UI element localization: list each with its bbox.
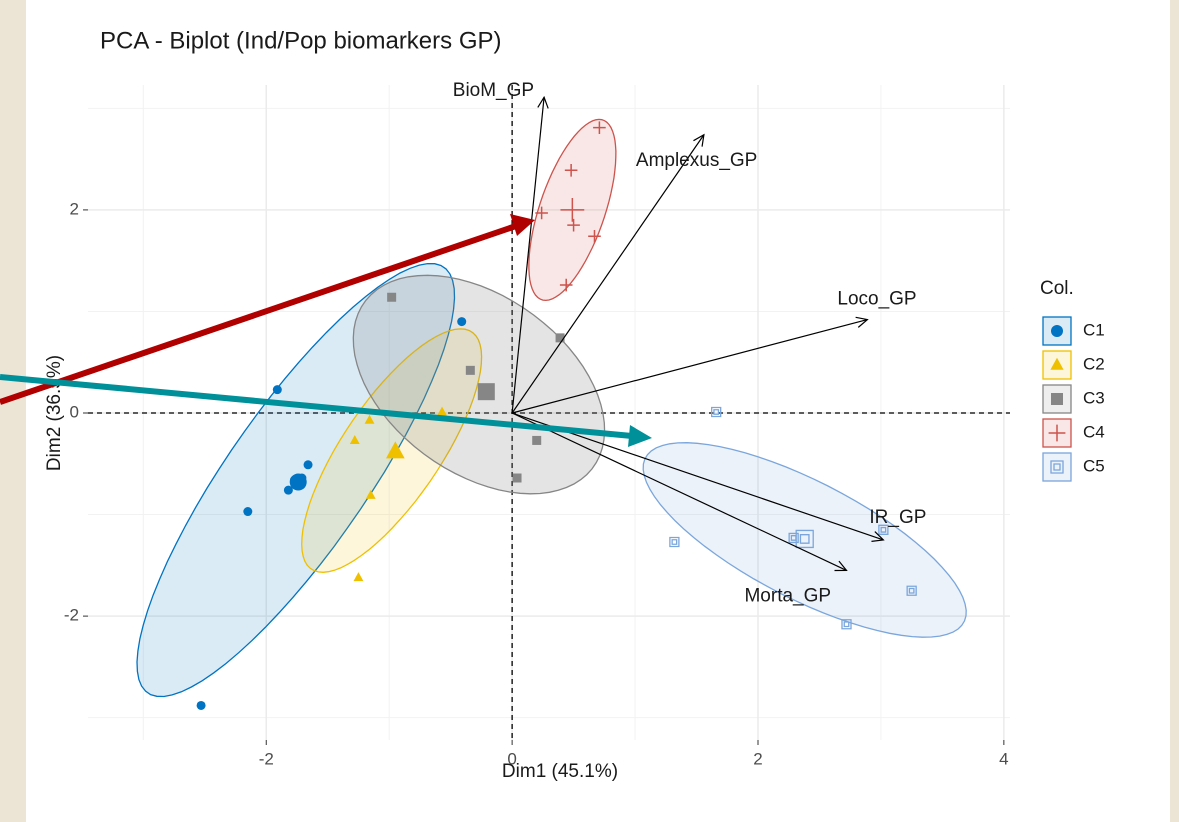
legend-marker [1048,424,1066,442]
point [512,473,522,483]
variable-label: Amplexus_GP [636,150,757,171]
point [196,700,206,710]
plot-background [26,0,1170,822]
arrowhead [693,133,705,147]
variable-arrow [511,412,847,571]
point [365,489,376,499]
chart-title: PCA - Biplot (Ind/Pop biomarkers GP) [100,27,501,54]
point [532,435,542,445]
point [387,292,397,302]
variable-arrow [511,134,705,414]
annotation-arrow-red [0,223,517,405]
point [669,536,680,548]
point [555,333,565,343]
point [588,230,601,243]
legend-label: C2 [1083,354,1105,373]
point [465,365,475,375]
centroid [385,441,405,459]
variable-label: Morta_GP [744,585,831,606]
x-tick-label: 4 [999,749,1008,768]
point [878,524,889,535]
centroid [289,473,307,491]
arrowhead [834,560,848,572]
variable-arrow [511,412,884,541]
point [243,507,253,517]
legend-label: C5 [1083,456,1105,475]
variable-layer: BioM_GP Amplexus_GP Loco_GP IR_GP Morta_GP [453,80,927,606]
x-axis-label: Dim1 (45.1%) [502,761,618,782]
variable-arrow [511,319,868,414]
annotation-arrows [0,214,652,447]
variable-label: Loco_GP [837,289,916,310]
legend-marker [1051,325,1063,337]
y-tick-label: 0 [70,402,79,421]
annotation-arrowhead-teal [628,425,652,447]
point [457,317,467,327]
legend-marker [1051,393,1063,405]
point [303,460,313,470]
legend-label: C1 [1083,320,1105,339]
point [437,406,447,416]
arrowhead [855,316,869,328]
point [593,121,606,134]
x-tick-label: 0 [507,749,516,768]
annotation-arrowhead-red [510,214,535,236]
point [559,278,573,292]
annotation-arrow-teal [0,374,633,439]
legend-marker [1050,460,1064,474]
legend-marker [1050,357,1064,370]
y-tick-label: 2 [70,199,79,218]
arrowhead [537,95,549,109]
point [283,485,293,495]
point [349,435,360,445]
point [272,385,282,395]
point [535,206,548,220]
point [353,572,364,582]
point [567,218,580,232]
point [364,414,375,424]
centroid [477,383,495,401]
point [841,619,852,630]
y-axis-label: Dim2 (36.5%) [44,355,65,471]
variable-label: BioM_GP [453,80,534,101]
point [711,406,722,418]
centroid [560,198,585,222]
point-layer [196,121,917,710]
x-tick-label: -2 [259,749,274,768]
arrowhead [871,531,885,542]
legend-title: Col. [1040,278,1074,299]
y-tick-label: -2 [64,606,79,625]
legend: C1 C2 C3 C4 C5 [1042,316,1105,482]
centroid [795,529,814,549]
point [906,585,917,596]
variable-arrow [511,97,545,414]
variable-label: IR_GP [869,507,926,528]
legend-label: C3 [1083,388,1105,407]
x-tick-label: 2 [753,749,762,768]
legend-key [1042,452,1072,482]
point [564,164,578,177]
legend-label: C4 [1083,422,1105,441]
